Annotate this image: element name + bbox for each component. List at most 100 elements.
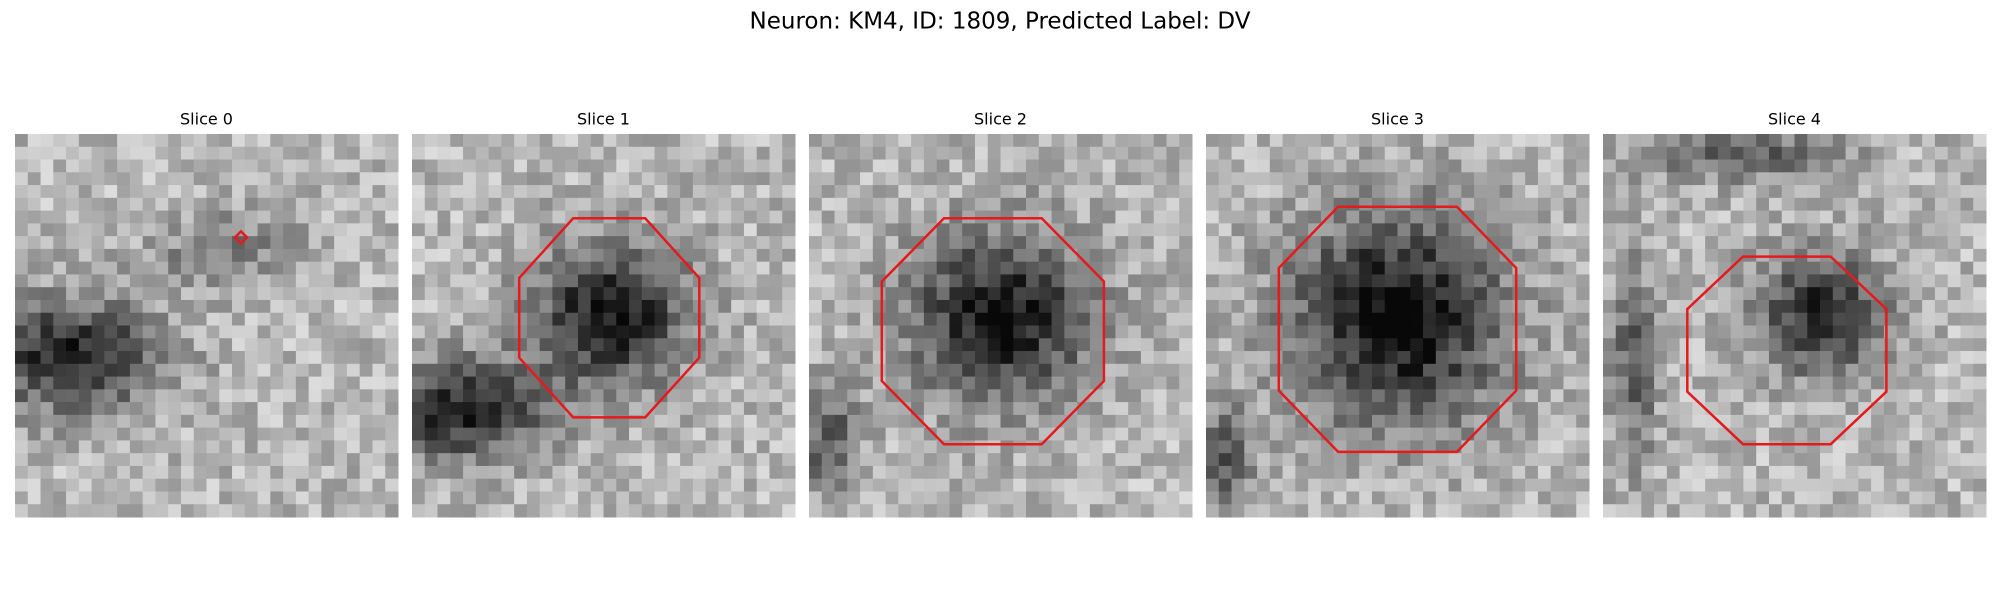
pixel xyxy=(782,210,796,224)
pixel xyxy=(1244,274,1258,288)
pixel xyxy=(385,338,399,352)
pixel xyxy=(987,312,1001,326)
pixel xyxy=(129,325,144,339)
pixel xyxy=(743,478,758,492)
pixel xyxy=(1384,312,1398,326)
pixel xyxy=(1077,427,1091,441)
pixel xyxy=(1038,351,1053,365)
pixel xyxy=(898,453,912,467)
pixel xyxy=(475,338,490,352)
pixel xyxy=(885,351,899,365)
pixel xyxy=(1128,453,1142,467)
pixel xyxy=(1026,414,1040,429)
pixel xyxy=(1153,351,1167,365)
pixel xyxy=(1692,146,1706,161)
pixel xyxy=(577,504,592,518)
pixel xyxy=(1000,363,1014,378)
pixel xyxy=(962,465,976,480)
pixel xyxy=(987,146,1001,161)
pixel xyxy=(1563,312,1577,326)
pixel xyxy=(1269,134,1284,148)
pixel xyxy=(1102,236,1116,250)
pixel xyxy=(1384,363,1398,378)
pixel xyxy=(1692,440,1706,454)
pixel xyxy=(1756,134,1770,148)
pixel xyxy=(1423,312,1437,326)
pixel xyxy=(1179,159,1193,173)
pixel xyxy=(1947,287,1961,301)
pixel xyxy=(1794,134,1808,148)
pixel xyxy=(1166,363,1180,378)
pixel xyxy=(987,453,1001,467)
pixel xyxy=(1295,440,1309,454)
pixel xyxy=(1794,159,1808,173)
pixel xyxy=(1858,465,1872,480)
pixel xyxy=(1909,274,1923,288)
pixel xyxy=(962,261,976,275)
pixel xyxy=(552,414,566,429)
pixel xyxy=(1244,236,1258,250)
pixel xyxy=(1794,325,1808,339)
pixel xyxy=(1922,197,1936,212)
pixel xyxy=(1218,504,1233,518)
pixel xyxy=(1654,376,1668,390)
pixel xyxy=(1820,504,1834,518)
pixel xyxy=(180,478,195,492)
pixel xyxy=(1000,299,1014,314)
pixel xyxy=(1717,172,1732,186)
pixel xyxy=(1435,478,1450,492)
pixel xyxy=(1743,453,1757,467)
pixel xyxy=(1756,223,1770,237)
pixel xyxy=(1359,389,1373,403)
pixel xyxy=(1896,351,1910,365)
pixel xyxy=(1807,223,1821,237)
pixel xyxy=(180,389,195,403)
pixel xyxy=(53,223,67,237)
pixel xyxy=(514,299,528,314)
pixel xyxy=(809,363,823,378)
pixel xyxy=(1550,427,1564,441)
pixel xyxy=(552,504,566,518)
pixel xyxy=(1371,414,1386,429)
pixel xyxy=(27,325,42,339)
pixel xyxy=(526,287,541,301)
pixel xyxy=(142,351,156,365)
pixel xyxy=(1845,478,1859,492)
pixel xyxy=(1781,312,1795,326)
pixel xyxy=(974,172,989,186)
pixel xyxy=(334,440,348,454)
pixel xyxy=(1359,453,1373,467)
pixel xyxy=(155,197,169,212)
pixel xyxy=(1102,134,1116,148)
pixel xyxy=(308,299,322,314)
pixel xyxy=(1448,351,1462,365)
pixel xyxy=(756,504,770,518)
pixel xyxy=(1166,440,1180,454)
pixel xyxy=(117,274,131,288)
pixel xyxy=(104,197,118,212)
pixel xyxy=(129,197,144,212)
pixel xyxy=(1486,440,1501,454)
pixel xyxy=(488,414,502,429)
pixel xyxy=(552,440,566,454)
pixel xyxy=(705,248,719,263)
pixel xyxy=(1153,440,1167,454)
pixel xyxy=(1883,134,1898,148)
pixel xyxy=(539,465,553,480)
pixel xyxy=(1448,185,1462,199)
pixel xyxy=(321,351,335,365)
pixel xyxy=(91,389,105,403)
pixel xyxy=(872,389,887,403)
pixel xyxy=(949,197,963,212)
pixel xyxy=(1423,248,1437,263)
pixel xyxy=(1934,453,1949,467)
pixel xyxy=(168,287,182,301)
pixel xyxy=(257,159,271,173)
pixel xyxy=(718,236,732,250)
pixel xyxy=(1333,236,1347,250)
pixel xyxy=(782,453,796,467)
pixel xyxy=(1461,146,1475,161)
pixel xyxy=(1654,134,1668,148)
pixel xyxy=(1973,236,1987,250)
pixel xyxy=(168,504,182,518)
